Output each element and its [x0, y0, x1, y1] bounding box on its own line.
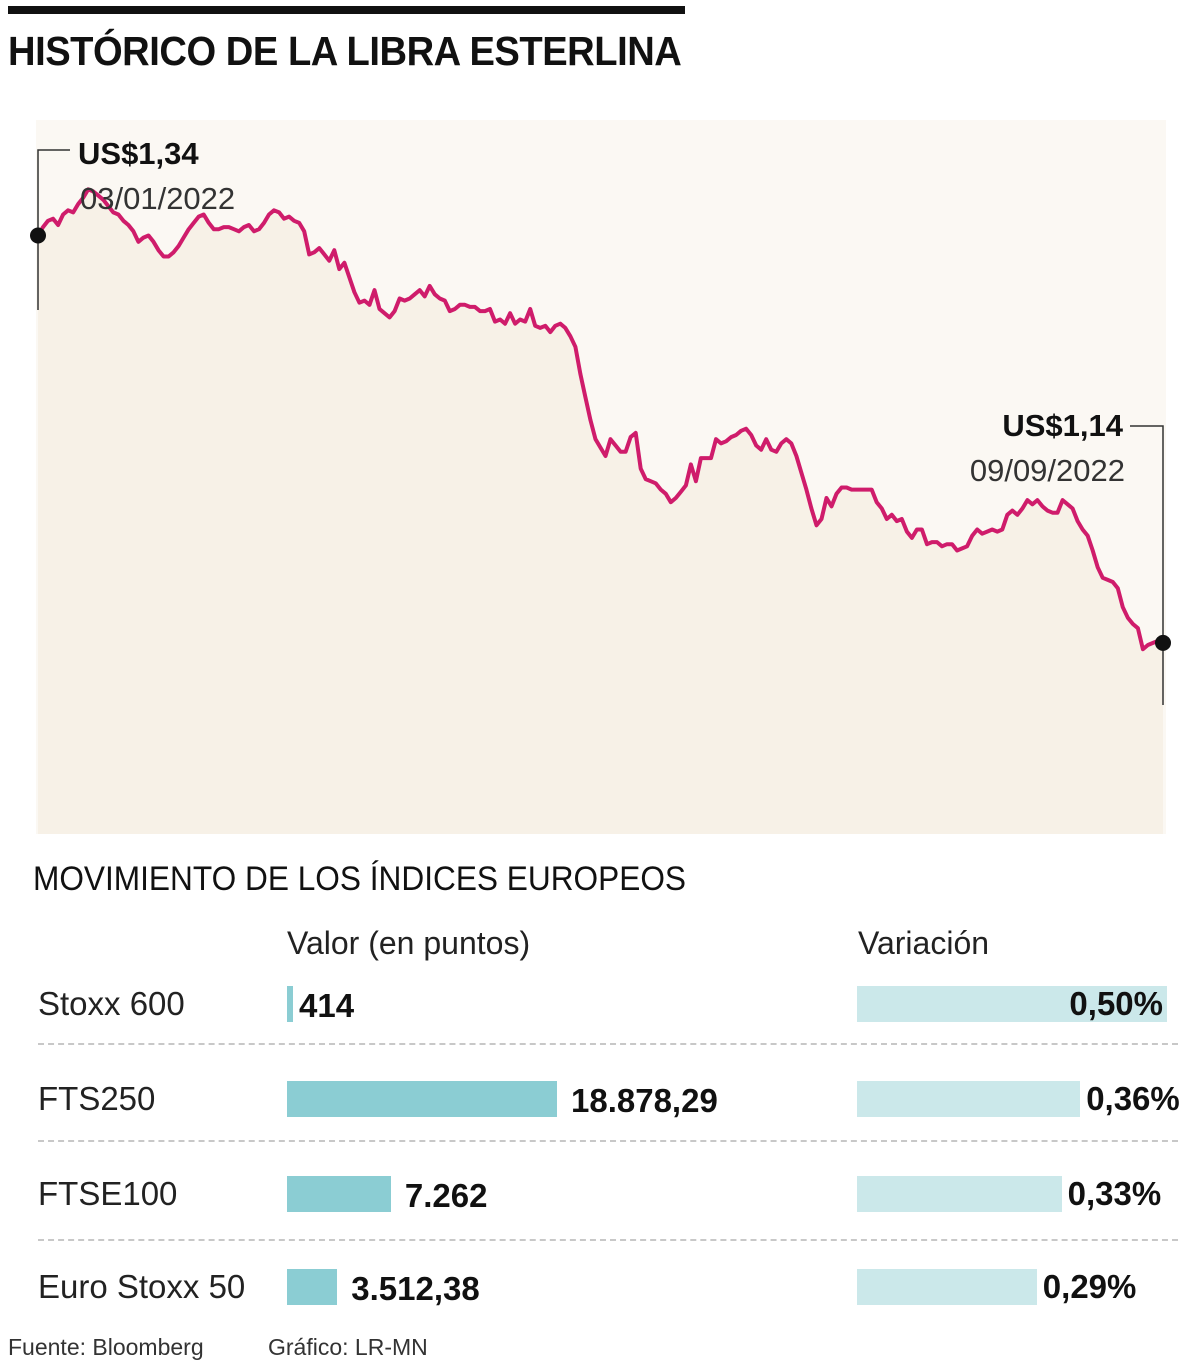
variation-column-header: Variación [858, 925, 990, 961]
pound-line-chart: US$1,34 03/01/2022 US$1,14 09/09/2022 [30, 120, 1171, 835]
gbp-usd-line [36, 187, 1164, 652]
variation-bar [857, 1176, 1062, 1212]
source-note: Fuente: Bloomberg [8, 1334, 204, 1360]
value-label: 414 [299, 987, 355, 1024]
index-row-eurostoxx50: Euro Stoxx 50 3.512,38 0,29% [0, 1257, 1200, 1317]
index-row-fts250: FTS250 18.878,29 0,36% [0, 1069, 1200, 1129]
index-row-ftse100: FTSE100 7.262 0,33% [0, 1164, 1200, 1224]
value-column-header: Valor (en puntos) [287, 925, 531, 961]
variation-bar [857, 1081, 1081, 1117]
end-point [1155, 634, 1171, 651]
variation-label: 0,33% [1067, 1175, 1162, 1212]
line-area-fill [38, 189, 1163, 835]
row-divider [38, 1043, 1178, 1045]
value-bar [287, 1269, 338, 1305]
end-leader-line [1130, 425, 1164, 705]
value-label: 3.512,38 [351, 1270, 480, 1307]
value-label: 7.262 [404, 1177, 488, 1214]
index-label: FTS250 [38, 1080, 156, 1117]
value-bar [287, 1176, 391, 1212]
end-value-label: US$1,14 [1002, 408, 1123, 443]
end-date-label: 09/09/2022 [970, 453, 1125, 488]
start-value-label: US$1,34 [78, 136, 199, 171]
variation-label: 0,36% [1086, 1080, 1180, 1117]
index-row-stoxx600: Stoxx 600 414 0,50% [0, 974, 1200, 1034]
chart-title: HISTÓRICO DE LA LIBRA ESTERLINA [8, 28, 682, 74]
value-label: 18.878,29 [571, 1082, 718, 1119]
variation-label: 0,50% [1069, 985, 1163, 1022]
credit-note: Gráfico: LR-MN [268, 1334, 428, 1360]
index-label: FTSE100 [38, 1175, 178, 1212]
index-label: Euro Stoxx 50 [38, 1268, 246, 1305]
top-rule [8, 6, 685, 14]
row-divider [38, 1239, 1178, 1241]
index-label: Stoxx 600 [38, 985, 185, 1022]
variation-bar [857, 1269, 1037, 1305]
value-bar [287, 986, 293, 1022]
start-point [30, 227, 46, 244]
indices-title: MOVIMIENTO DE LOS ÍNDICES EUROPEOS [33, 860, 687, 898]
variation-label: 0,29% [1042, 1268, 1137, 1305]
variation-bar [857, 986, 1167, 1022]
start-leader-line [37, 149, 70, 310]
start-date-label: 03/01/2022 [80, 181, 235, 216]
value-bar [287, 1081, 557, 1117]
row-divider [38, 1140, 1178, 1142]
